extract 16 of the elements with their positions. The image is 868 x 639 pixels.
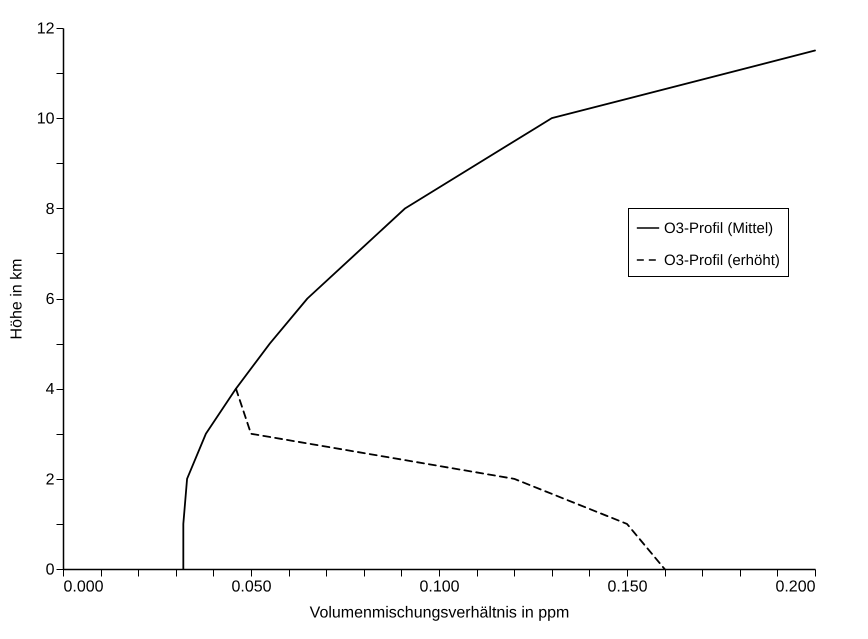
x-axis-title: Volumenmischungsverhältnis in ppm xyxy=(310,604,570,622)
x-tick-label: 0.200 xyxy=(775,578,816,596)
y-tick-label: 8 xyxy=(46,200,55,218)
x-tick-label: 0.000 xyxy=(64,578,104,596)
y-tick-label: 4 xyxy=(46,381,55,398)
y-tick-label: 2 xyxy=(46,471,55,488)
y-tick-label: 10 xyxy=(36,110,55,128)
y-tick-label: 6 xyxy=(46,291,55,308)
x-tick-label: 0.100 xyxy=(419,578,460,596)
x-tick-label: 0.150 xyxy=(607,578,648,596)
legend-label: O3-Profil (erhöht) xyxy=(664,252,780,269)
y-axis-title: Höhe in km xyxy=(8,258,26,340)
y-tick-label: 0 xyxy=(46,562,55,578)
legend-label: O3-Profil (Mittel) xyxy=(664,220,774,237)
x-tick-label: 0.050 xyxy=(231,578,272,596)
y-tick-label: 12 xyxy=(36,20,55,38)
